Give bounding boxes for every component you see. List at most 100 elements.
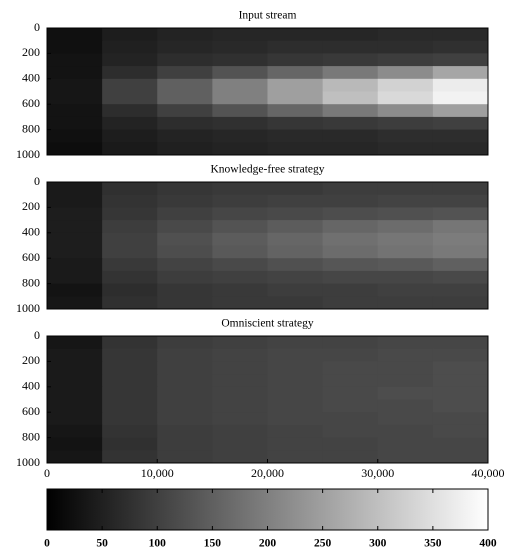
heat-cell xyxy=(322,386,379,400)
heat-cell xyxy=(212,399,268,413)
x-tick-label: 20,000 xyxy=(251,466,284,480)
heat-cell xyxy=(102,437,158,451)
heat-cell xyxy=(322,258,379,272)
heat-cell xyxy=(267,374,324,388)
colorbar-tick-label: 0 xyxy=(44,538,50,550)
heat-cell xyxy=(157,437,213,451)
heat-cell xyxy=(212,450,268,464)
heat-cell xyxy=(322,399,379,413)
heat-cell xyxy=(377,424,434,439)
heat-cell xyxy=(267,399,324,413)
heat-cell xyxy=(377,28,434,42)
heat-cell xyxy=(47,386,103,400)
heat-cell xyxy=(212,374,268,388)
heat-cell xyxy=(47,78,103,92)
heat-cell xyxy=(157,194,213,208)
heat-cell xyxy=(432,283,489,297)
heat-cell xyxy=(377,348,434,362)
colorbar-tick-label: 350 xyxy=(424,538,442,550)
y-tick-label: 400 xyxy=(22,71,40,85)
heat-cell xyxy=(432,361,489,375)
heat-cell xyxy=(322,220,379,234)
heat-cell xyxy=(157,220,213,234)
y-tick-label: 800 xyxy=(22,429,40,443)
heat-cell xyxy=(267,283,324,297)
heat-cell xyxy=(377,437,434,451)
heat-cell xyxy=(267,91,324,105)
heat-cell xyxy=(212,53,268,67)
y-tick-label: 600 xyxy=(22,404,40,418)
heat-cell xyxy=(47,53,103,67)
heat-cell xyxy=(322,424,379,439)
heat-cell xyxy=(377,66,434,80)
heat-cell xyxy=(267,424,324,439)
colorbar-tick-label: 150 xyxy=(204,538,222,550)
heat-cell xyxy=(212,40,268,54)
heat-cell xyxy=(212,424,268,439)
heat-cell xyxy=(267,361,324,375)
heat-cell xyxy=(432,437,489,451)
heat-cell xyxy=(157,412,213,426)
heat-cell xyxy=(212,348,268,362)
heat-cell xyxy=(322,40,379,54)
heat-cell xyxy=(157,116,213,131)
heat-cell xyxy=(432,412,489,426)
heat-cell xyxy=(322,28,379,42)
heat-cell xyxy=(322,207,379,221)
frame xyxy=(46,181,489,310)
heat-cell xyxy=(157,374,213,388)
heat-cell xyxy=(267,194,324,208)
heat-cell xyxy=(212,296,268,310)
heat-cell xyxy=(212,116,268,131)
y-tick-label: 600 xyxy=(22,96,40,110)
heat-cell xyxy=(267,220,324,234)
heat-cell xyxy=(267,66,324,80)
heat-cell xyxy=(102,116,158,131)
y-tick-label: 1000 xyxy=(16,455,40,469)
heat-cell xyxy=(47,28,103,42)
heat-cell xyxy=(102,296,158,310)
heat-cell xyxy=(432,374,489,388)
x-tick-label: 30,000 xyxy=(361,466,394,480)
heat-cell xyxy=(157,245,213,259)
panel-title: Omniscient strategy xyxy=(221,318,314,330)
heat-cell xyxy=(157,296,213,310)
heat-cell xyxy=(322,348,379,362)
heat-cell xyxy=(47,142,103,156)
heat-cell xyxy=(432,78,489,92)
heat-cell xyxy=(47,104,103,118)
heat-cell xyxy=(322,437,379,451)
heat-cell xyxy=(212,66,268,80)
heat-cell xyxy=(377,450,434,464)
heat-cell xyxy=(102,258,158,272)
heat-cell xyxy=(47,296,103,310)
heat-cell xyxy=(157,336,213,350)
heat-cell xyxy=(157,78,213,92)
heat-cell xyxy=(47,91,103,105)
heat-cell xyxy=(157,283,213,297)
heat-cell xyxy=(102,386,158,400)
heat-cell xyxy=(47,283,103,297)
heat-cell xyxy=(157,53,213,67)
heat-cell xyxy=(432,182,489,196)
heat-cell xyxy=(322,361,379,375)
heat-cell xyxy=(47,270,103,285)
heat-cell xyxy=(102,245,158,259)
heat-cell xyxy=(377,40,434,54)
heat-cell xyxy=(212,437,268,451)
heat-cell xyxy=(47,129,103,143)
y-tick-label: 400 xyxy=(22,225,40,239)
colorbar-tick-label: 300 xyxy=(369,538,387,550)
heat-cell xyxy=(157,207,213,221)
heat-cell xyxy=(47,437,103,451)
heat-cell xyxy=(102,374,158,388)
heat-cell xyxy=(377,361,434,375)
heat-cell xyxy=(377,142,434,156)
y-tick-label: 0 xyxy=(34,20,40,34)
heat-cell xyxy=(267,207,324,221)
heat-cell xyxy=(157,386,213,400)
heat-cell xyxy=(322,194,379,208)
heat-cell xyxy=(157,399,213,413)
heat-cell xyxy=(432,450,489,464)
heat-cell xyxy=(47,336,103,350)
